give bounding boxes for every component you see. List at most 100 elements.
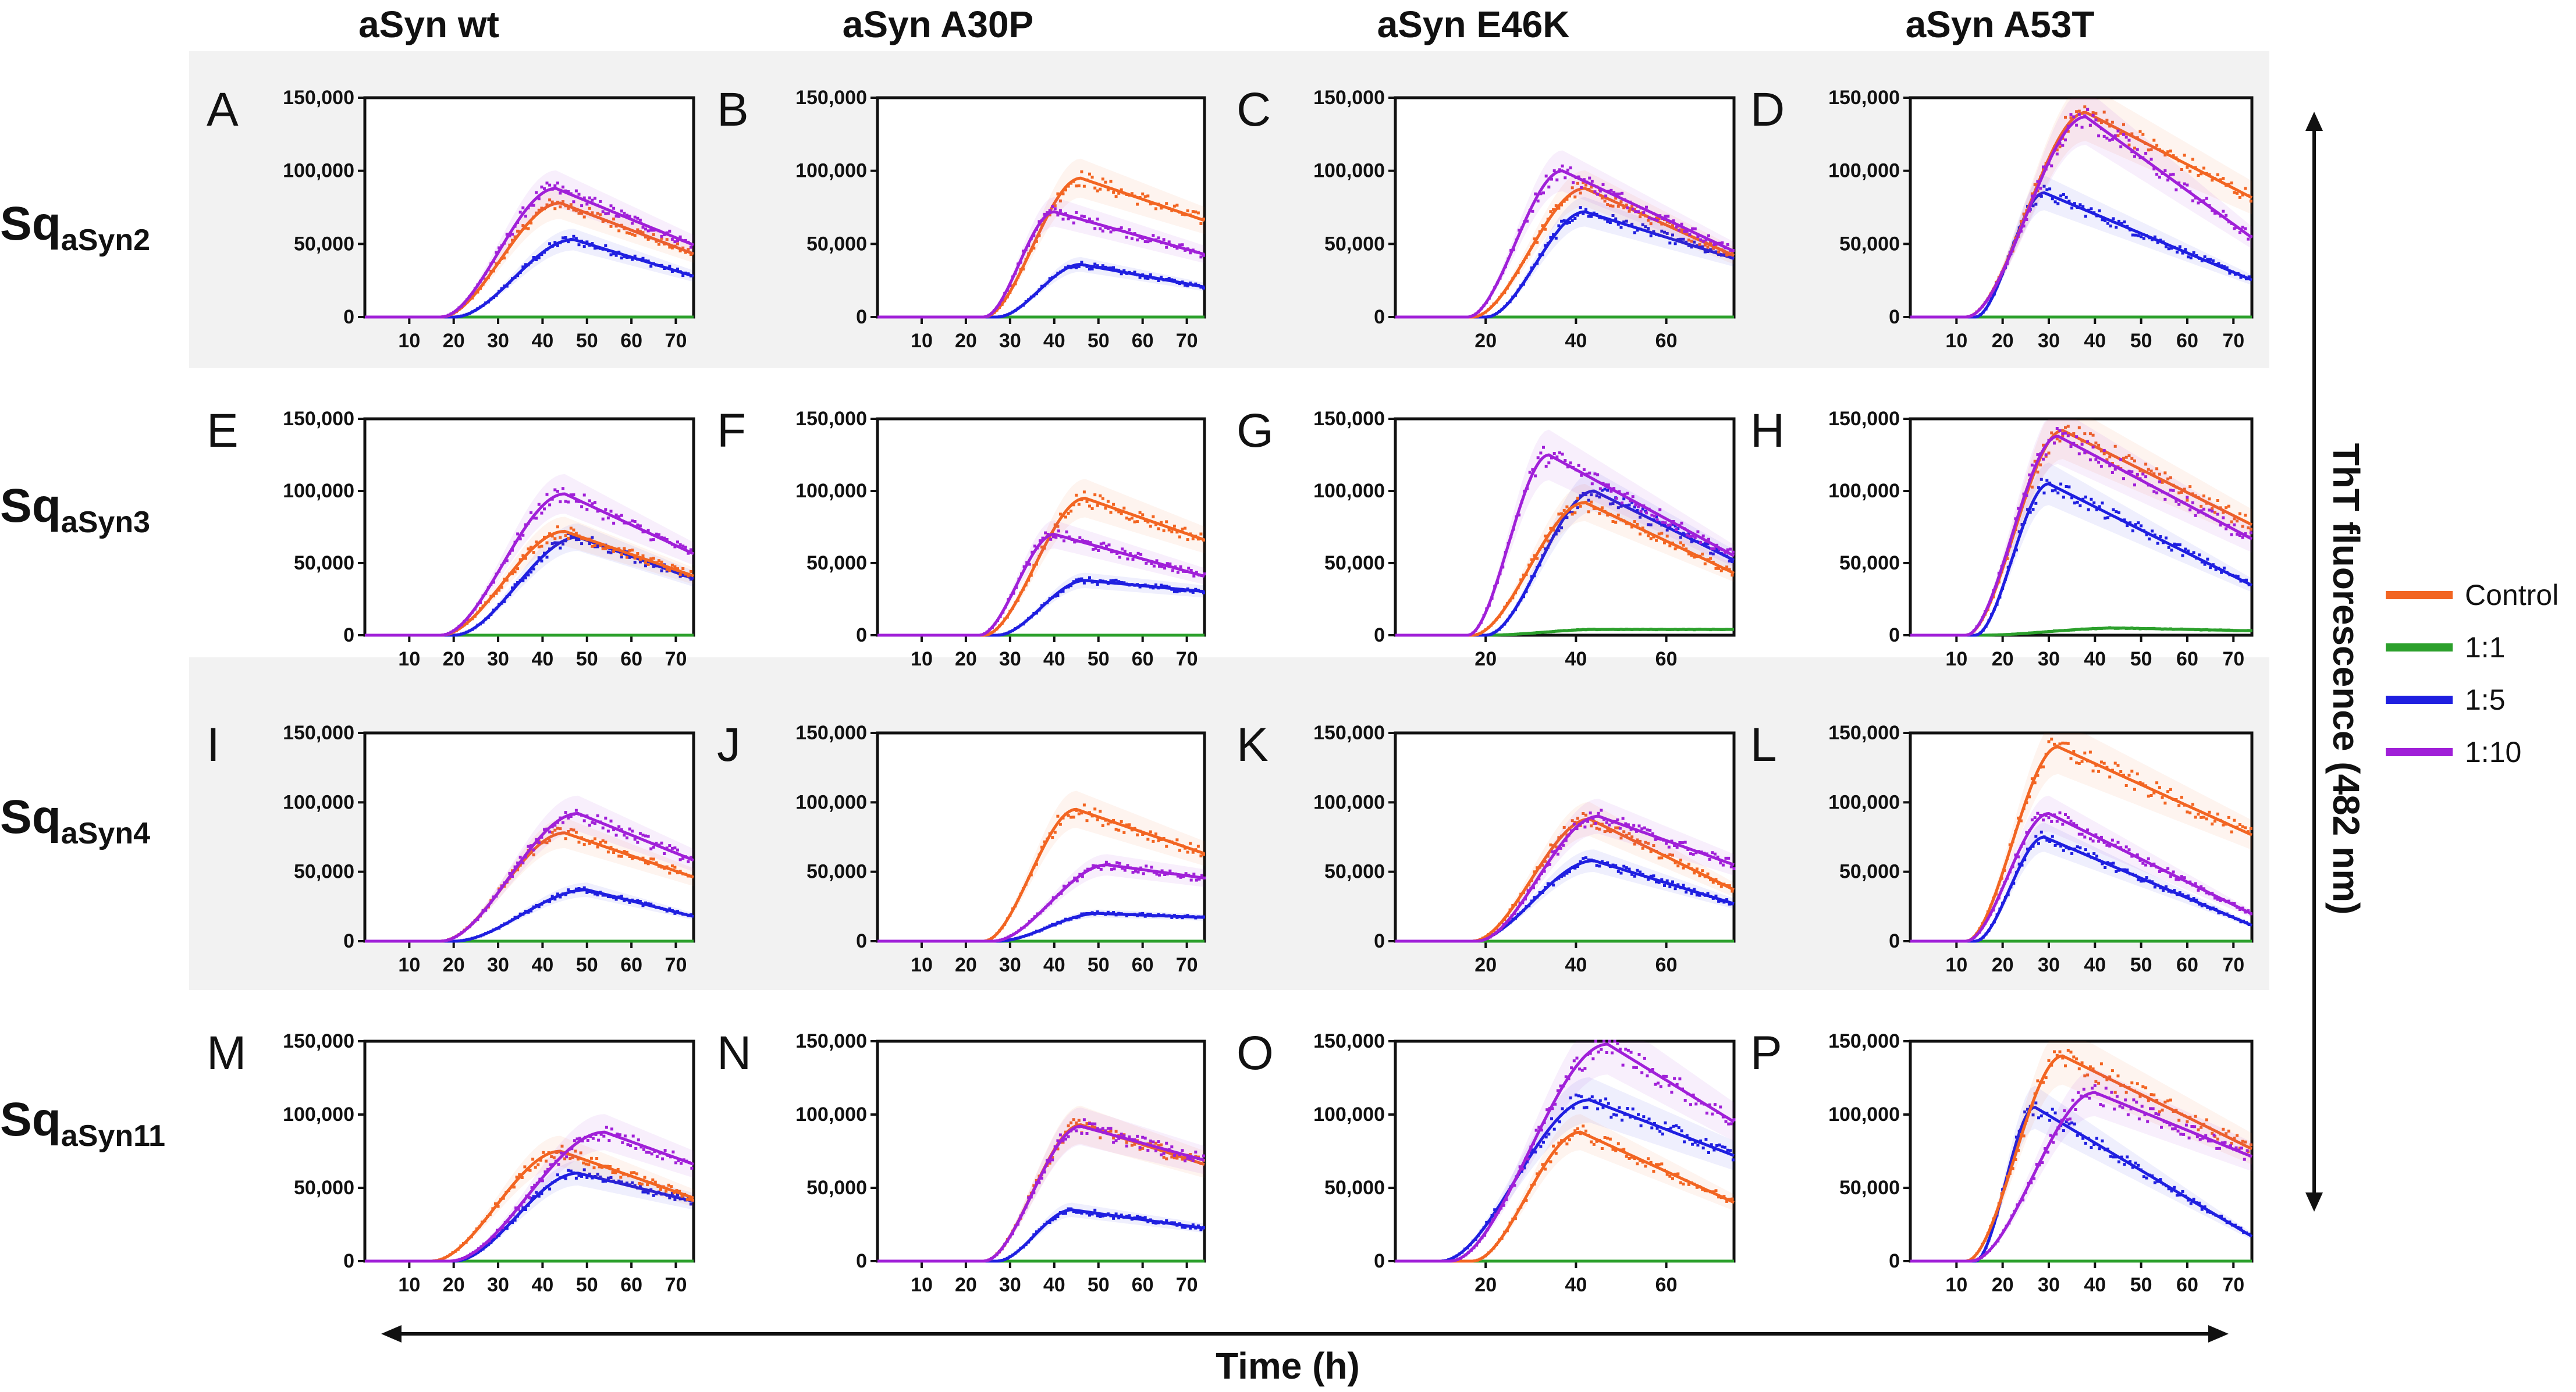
data-point-h	[1989, 633, 1992, 637]
error-band-n-Control	[877, 1105, 1204, 1261]
data-point-a	[516, 220, 520, 224]
data-point-m	[458, 1258, 461, 1261]
data-point-n	[1154, 1149, 1157, 1152]
data-point-a	[564, 204, 567, 208]
data-point-n	[1022, 1245, 1025, 1249]
data-point-n	[1189, 1153, 1192, 1156]
data-point-a	[530, 221, 533, 225]
data-point-k	[1621, 817, 1625, 820]
data-point-o	[1688, 1138, 1692, 1141]
data-point-g	[1505, 601, 1509, 605]
data-point-n	[1029, 1195, 1033, 1199]
data-point-m	[589, 1135, 592, 1138]
data-point-h	[2102, 626, 2106, 630]
data-point-i	[673, 912, 677, 915]
data-point-h	[2069, 628, 2073, 632]
data-point-e	[668, 569, 671, 572]
data-point-g	[1619, 628, 1623, 631]
data-point-a	[569, 192, 573, 195]
data-point-m	[535, 1181, 539, 1185]
data-point-j	[1157, 839, 1160, 842]
data-point-m	[562, 1152, 566, 1155]
data-point-g	[1609, 489, 1613, 493]
data-point-o	[1713, 1103, 1717, 1106]
data-point-f	[1070, 538, 1074, 542]
data-point-h	[2090, 497, 2093, 501]
data-point-d	[2202, 166, 2205, 170]
data-point-c	[1579, 206, 1582, 209]
data-point-j	[1167, 839, 1171, 843]
ytick-label-d-2: 100,000	[1828, 160, 1900, 182]
data-point-i	[644, 901, 647, 905]
data-point-g	[1606, 628, 1609, 631]
data-point-c	[1690, 245, 1693, 249]
data-point-i	[594, 837, 596, 841]
data-point-n	[1053, 1217, 1057, 1220]
data-point-a	[678, 270, 682, 273]
data-point-l	[2175, 878, 2178, 881]
data-point-g	[1595, 507, 1598, 510]
data-point-m	[663, 1192, 666, 1196]
data-point-k	[1516, 907, 1519, 910]
data-point-j	[1039, 912, 1042, 915]
data-point-f	[1178, 535, 1181, 539]
data-point-c	[1699, 238, 1703, 241]
data-point-g	[1598, 495, 1601, 499]
data-point-i	[641, 834, 645, 837]
data-point-g	[1481, 630, 1484, 633]
data-point-h	[2149, 469, 2153, 473]
data-point-l	[2186, 881, 2189, 884]
data-point-a	[617, 250, 621, 254]
data-point-e	[511, 549, 514, 552]
data-point-l	[2031, 845, 2035, 848]
data-point-p	[2012, 1151, 2016, 1154]
xtick-label-i-5: 60	[620, 954, 642, 976]
data-point-l	[1975, 933, 1978, 937]
data-point-k	[1719, 885, 1723, 888]
data-point-c	[1549, 210, 1552, 213]
data-point-h	[2155, 491, 2159, 494]
data-point-l	[2173, 889, 2176, 892]
data-point-b	[1130, 237, 1134, 240]
data-point-f	[1203, 572, 1206, 576]
data-point-g	[1707, 537, 1710, 541]
data-point-o	[1650, 1126, 1654, 1130]
xtick-label-l-5: 60	[2176, 954, 2198, 976]
data-point-k	[1625, 834, 1628, 837]
data-point-m	[592, 1166, 596, 1170]
data-point-h	[2230, 533, 2233, 536]
data-point-l	[2122, 849, 2125, 852]
data-point-l	[1992, 896, 1995, 900]
data-point-g	[1682, 543, 1685, 547]
data-point-n	[1000, 1259, 1004, 1262]
data-point-f	[1109, 579, 1113, 582]
data-point-d	[2158, 176, 2161, 179]
data-point-k	[1505, 923, 1509, 926]
data-point-k	[1694, 851, 1698, 855]
data-point-k	[1657, 856, 1661, 860]
data-point-m	[511, 1221, 514, 1224]
data-point-j	[1125, 914, 1128, 917]
data-point-m	[690, 1166, 694, 1170]
data-point-l	[2094, 764, 2098, 767]
data-point-i	[466, 927, 469, 930]
data-point-e	[543, 507, 546, 511]
data-point-n	[1104, 1129, 1107, 1133]
data-point-e	[498, 603, 501, 606]
data-point-l	[2144, 784, 2148, 788]
data-point-b	[1114, 228, 1118, 232]
xtick-label-b-6: 70	[1176, 330, 1198, 352]
data-point-h	[2088, 627, 2092, 631]
data-point-g	[1676, 628, 1680, 632]
data-point-h	[2236, 519, 2239, 523]
data-point-g	[1466, 633, 1469, 637]
data-point-o	[1655, 1163, 1658, 1166]
data-point-g	[1663, 628, 1666, 631]
data-point-e	[479, 601, 482, 604]
data-point-c	[1500, 293, 1504, 296]
data-point-o	[1568, 1138, 1571, 1141]
data-point-c	[1498, 276, 1502, 280]
data-point-n	[1141, 1216, 1145, 1220]
data-point-d	[2194, 196, 2197, 200]
data-point-o	[1659, 1085, 1662, 1088]
